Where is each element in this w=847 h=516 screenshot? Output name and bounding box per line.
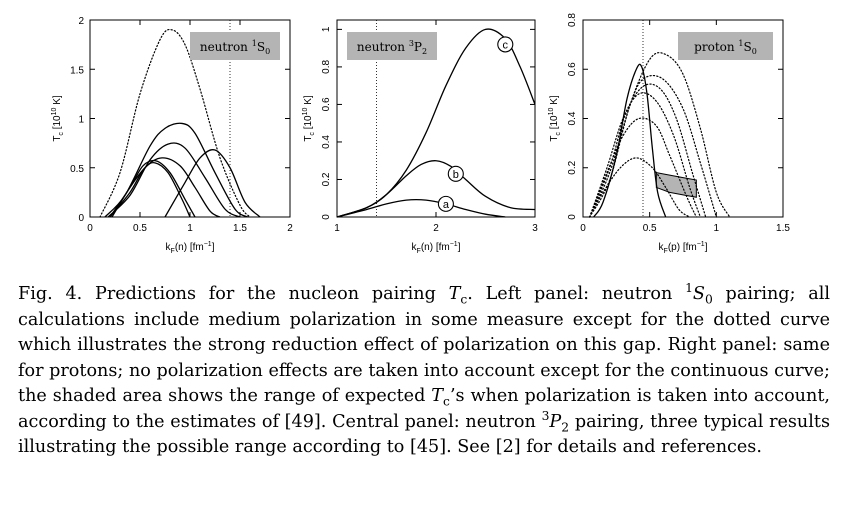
y-axis-label: Tc [1010 K] — [548, 95, 562, 142]
panel-label-box — [190, 32, 280, 60]
panel-center: a b c 1 2 3 0 0.2 0.4 0.6 0.8 1 kF(n) [fm−1] Tc [1010… — [302, 19, 538, 255]
series-b — [336, 160, 536, 218]
caption-tc-symbol: T — [448, 284, 461, 304]
caption-text-4: ’s when polarization is taken into accou… — [18, 386, 830, 432]
y-tick-label: 1 — [78, 115, 84, 126]
caption-tc2-sub: c — [443, 394, 450, 409]
y-tick-label: 0.2 — [321, 172, 332, 186]
caption-text-1: Predictions for the nucleon pairing — [82, 284, 449, 304]
curve-marker-label-c: c — [503, 39, 509, 51]
caption-sub-0: 0 — [704, 292, 713, 307]
figure-caption: Fig. 4. Predictions for the nucleon pair… — [18, 282, 830, 461]
curve-marker-label-b: b — [453, 169, 459, 181]
x-tick-label: 0.5 — [133, 223, 147, 234]
y-tick-label: 0 — [567, 214, 578, 220]
x-axis-label: kF(n) [fm−1] — [412, 241, 461, 255]
series-dotted-2 — [589, 74, 717, 218]
panel-right: 0 0.5 1 1.5 0 0.2 0.4 0.6 0.8 kF(p) [fm−1] Tc [101… — [548, 13, 790, 255]
x-tick-label: 3 — [532, 223, 538, 234]
x-tick-label: 2 — [287, 223, 293, 234]
series-dotted-4 — [589, 92, 701, 218]
panel-left: 0 0.5 1 1.5 2 0 0.5 1 1.5 2 kF(n) [fm−1] Tc [1010 K… — [51, 16, 293, 255]
series-curve-6 — [164, 149, 261, 218]
y-tick-label: 0.8 — [567, 13, 578, 27]
caption-text-3: pairing; all calculations include medium… — [18, 284, 830, 406]
figure-panels: 0 0.5 1 1.5 2 0 0.5 1 1.5 2 kF(n) [fm−1] Tc [1010 K… — [51, 13, 790, 255]
caption-text-2: . Left panel: neutron — [467, 284, 686, 304]
x-tick-label: 2 — [433, 223, 439, 234]
series-dotted-5 — [589, 117, 697, 218]
series-dotted-1 — [589, 52, 731, 218]
x-tick-label: 1.5 — [233, 223, 247, 234]
x-tick-label: 1 — [334, 223, 340, 234]
series-dotted-6 — [589, 157, 691, 218]
series-curve-2 — [107, 142, 241, 218]
caption-sub-2: 2 — [561, 420, 570, 435]
x-tick-label: 1.5 — [776, 223, 790, 234]
y-tick-label: 0.4 — [567, 111, 578, 125]
panel-label-box — [347, 32, 437, 60]
caption-S: S — [692, 284, 705, 304]
x-tick-label: 0 — [580, 223, 586, 234]
y-axis-label: Tc [1010 K] — [302, 95, 316, 142]
y-tick-label: 0.6 — [321, 97, 332, 111]
panel-label: proton 1S0 — [694, 39, 757, 56]
series-curve-3 — [109, 157, 221, 218]
x-tick-label: 1 — [187, 223, 193, 234]
y-tick-label: 0.8 — [321, 60, 332, 74]
y-tick-label: 1 — [321, 26, 332, 32]
y-axis-label: Tc [1010 K] — [51, 95, 65, 142]
panel-label: neutron 3P2 — [357, 39, 427, 56]
y-tick-label: 1.5 — [70, 65, 84, 76]
caption-text-5: pairing, three typical results illustrat… — [18, 411, 830, 458]
caption-fig-number: Fig. 4. — [18, 284, 83, 304]
series-with-polarization — [593, 63, 667, 218]
series-curve-5 — [111, 161, 191, 218]
x-axis-label: kF(p) [fm−1] — [659, 241, 708, 255]
panel-label: neutron 1S0 — [200, 39, 270, 56]
x-tick-label: 0.5 — [643, 223, 657, 234]
y-tick-label: 0.2 — [567, 160, 578, 174]
x-axis-label: kF(n) [fm−1] — [166, 241, 215, 255]
caption-P: P — [549, 411, 562, 432]
y-tick-label: 0 — [321, 214, 332, 220]
caption-tc-sub: c — [460, 292, 468, 307]
series-curve-1 — [104, 122, 249, 218]
series-no-polarization — [99, 28, 251, 218]
curve-marker-label-a: a — [443, 199, 450, 211]
curve-marker-c — [497, 36, 514, 53]
panel-label-box — [678, 32, 773, 60]
x-tick-label: 1 — [714, 223, 720, 234]
caption-tc2-symbol: T — [431, 386, 444, 406]
y-tick-label: 0.5 — [70, 164, 84, 175]
curve-marker-a — [437, 195, 454, 212]
y-tick-label: 0 — [78, 213, 84, 224]
caption-sup-3: 3 — [541, 408, 550, 423]
shaded-region — [655, 172, 697, 198]
y-tick-label: 0.6 — [567, 62, 578, 76]
caption-sup-1: 1 — [685, 281, 693, 296]
curve-marker-b — [447, 165, 464, 182]
y-tick-label: 2 — [78, 16, 84, 27]
x-tick-label: 0 — [87, 223, 93, 234]
y-tick-label: 0.4 — [321, 135, 332, 149]
series-a — [336, 198, 506, 218]
